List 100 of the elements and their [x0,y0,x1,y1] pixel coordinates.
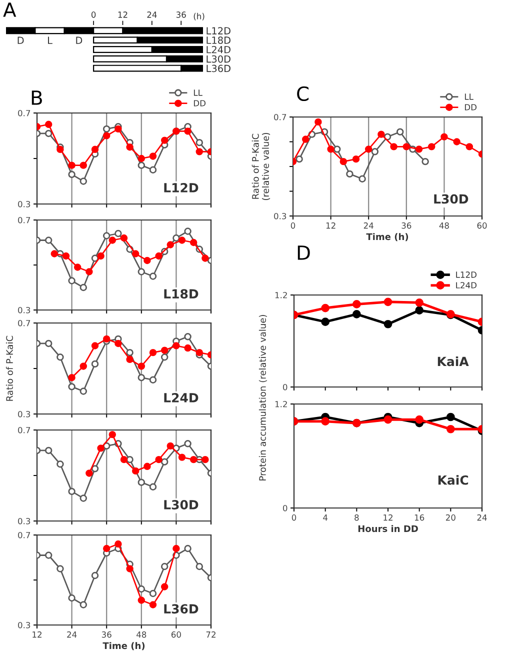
point [321,417,330,426]
point [160,562,168,570]
point [149,166,157,174]
chart-title: D [298,246,310,260]
point [172,544,180,552]
point [91,146,99,154]
point [68,277,76,284]
x-axis-title: Time (h) [102,642,145,650]
point [126,565,134,572]
annotation: KaiC [438,475,468,485]
point [422,158,429,166]
point [126,456,134,464]
point [358,175,366,182]
point [160,458,168,466]
point [202,456,209,464]
y-axis-title: Ratio of P-KaiC (relative value) [252,132,270,200]
point [97,252,104,260]
point [302,136,310,143]
point [346,170,354,178]
x-tick-label: 12 [32,631,42,638]
point [296,155,303,163]
point [80,362,88,370]
point [138,374,146,382]
point [178,454,186,461]
x-tick-label: 36 [102,631,112,638]
y-tick-label: 0 [282,504,288,512]
y-tick-label: L18D [206,36,230,44]
point [126,356,134,364]
y-tick-label: 0.7 [18,320,30,326]
y-tick-label: 0 [282,384,288,390]
point [91,572,99,580]
y-tick-label: 1.2 [275,400,287,408]
point [80,284,88,292]
point [80,494,88,502]
point [415,306,424,314]
point [415,298,424,307]
x-tick-label: 8 [354,514,359,521]
point [132,250,140,258]
point [352,310,361,318]
point [138,585,146,593]
point [155,252,162,260]
point [144,256,151,264]
y-tick-label: 0.3 [18,410,30,418]
point [138,478,146,486]
x-tick-label: 48 [439,222,449,229]
point [415,415,424,424]
point [44,130,52,138]
y-axis-title: Ratio of P-KaiC [6,336,13,401]
point [68,594,76,602]
x-axis-title: (h) [194,12,204,20]
point [149,348,157,356]
x-tick-label: 0 [290,222,296,229]
point [466,143,474,150]
point [396,128,404,136]
point [102,544,110,552]
point [184,128,192,135]
point [190,238,198,246]
point [184,333,192,340]
point [86,268,93,276]
point [138,162,146,169]
legend-label: L12D [456,272,477,278]
point [184,344,192,352]
point [446,424,455,434]
point [314,118,322,126]
y-tick-label: L12D [206,27,230,34]
point [102,335,110,343]
x-tick-label: 72 [206,631,216,638]
point [196,148,204,156]
point [384,415,392,424]
point [340,158,348,166]
annotation: L12D [164,183,198,192]
legend-label: L24D [456,282,477,288]
y-tick-label: 0.7 [18,426,30,434]
y-tick-label: 0.3 [18,306,30,314]
x-tick-label: 60 [477,222,487,229]
point [86,470,93,477]
point [184,228,192,235]
point [138,362,146,370]
y-tick-label: L36D [206,64,230,72]
point [378,130,385,138]
x-tick-label: 12 [326,222,336,229]
annotation: L24D [164,393,198,402]
x-tick-label: 12 [118,12,128,18]
annotation: D [18,36,24,44]
point [132,467,140,475]
point [149,376,157,384]
point [102,125,110,133]
chart-title: C [297,86,309,102]
point [184,440,192,448]
point [166,241,174,248]
point [108,430,116,438]
point [126,144,134,151]
point [160,346,168,354]
point [68,170,76,178]
point [102,132,110,140]
point [202,254,209,262]
point [44,446,52,454]
legend-label: LL [464,94,474,100]
point [56,146,64,154]
point [428,143,436,150]
